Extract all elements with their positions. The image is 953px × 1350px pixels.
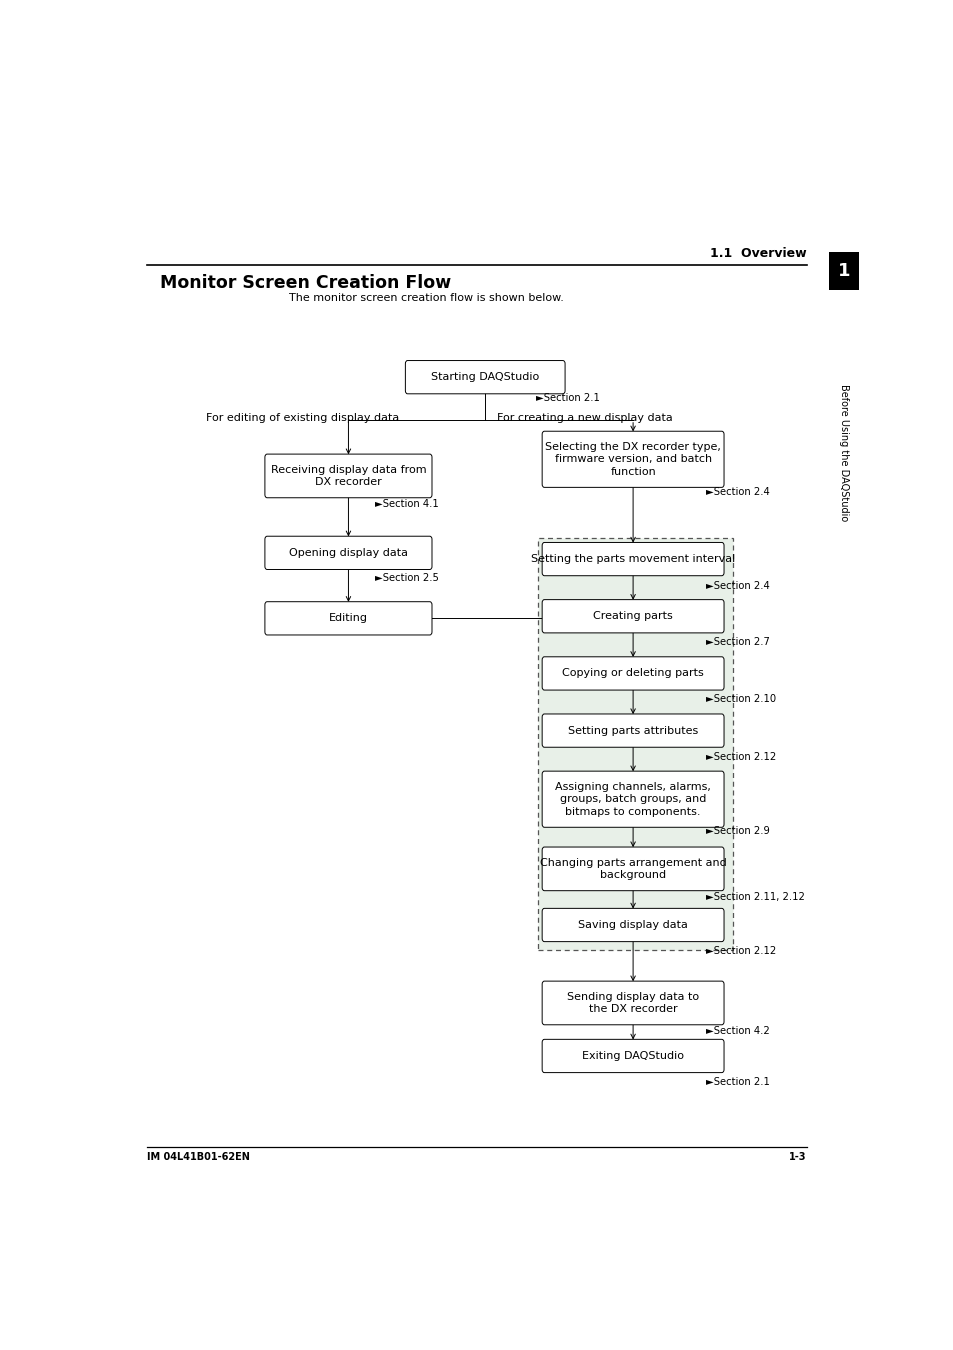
Bar	[828, 252, 858, 290]
Text: ►Section 2.10: ►Section 2.10	[705, 694, 775, 705]
Text: Assigning channels, alarms,
groups, batch groups, and
bitmaps to components.: Assigning channels, alarms, groups, batc…	[555, 782, 710, 817]
Text: 1.1  Overview: 1.1 Overview	[709, 247, 806, 259]
Text: ►Section 2.4: ►Section 2.4	[705, 486, 768, 497]
Text: Copying or deleting parts: Copying or deleting parts	[561, 668, 703, 679]
Text: 1-3: 1-3	[788, 1152, 806, 1161]
FancyBboxPatch shape	[541, 543, 723, 575]
Text: Changing parts arrangement and
background: Changing parts arrangement and backgroun…	[539, 857, 726, 880]
Bar	[537, 539, 732, 950]
FancyBboxPatch shape	[541, 771, 723, 828]
FancyBboxPatch shape	[265, 602, 432, 634]
Text: Opening display data: Opening display data	[289, 548, 408, 558]
FancyBboxPatch shape	[541, 846, 723, 891]
FancyBboxPatch shape	[541, 909, 723, 942]
Text: Receiving display data from
DX recorder: Receiving display data from DX recorder	[271, 464, 426, 487]
Text: For creating a new display data: For creating a new display data	[497, 413, 672, 423]
Text: Saving display data: Saving display data	[578, 919, 687, 930]
Text: The monitor screen creation flow is shown below.: The monitor screen creation flow is show…	[289, 293, 563, 302]
Text: IM 04L41B01-62EN: IM 04L41B01-62EN	[147, 1152, 250, 1161]
Text: ►Section 2.9: ►Section 2.9	[705, 826, 769, 837]
Text: ►Section 2.4: ►Section 2.4	[705, 580, 768, 591]
FancyBboxPatch shape	[541, 657, 723, 690]
FancyBboxPatch shape	[541, 981, 723, 1025]
Text: ►Section 2.11, 2.12: ►Section 2.11, 2.12	[705, 892, 803, 902]
Text: Setting parts attributes: Setting parts attributes	[567, 725, 698, 736]
Text: ►Section 2.5: ►Section 2.5	[375, 572, 438, 583]
Text: ►Section 2.12: ►Section 2.12	[705, 946, 775, 956]
Text: Setting the parts movement interval: Setting the parts movement interval	[531, 554, 735, 564]
Text: 1: 1	[837, 262, 849, 281]
Text: Starting DAQStudio: Starting DAQStudio	[431, 373, 538, 382]
FancyBboxPatch shape	[541, 599, 723, 633]
FancyBboxPatch shape	[265, 536, 432, 570]
Text: ►Section 2.1: ►Section 2.1	[705, 1077, 769, 1087]
Text: Before Using the DAQStudio: Before Using the DAQStudio	[838, 385, 848, 521]
Text: Editing: Editing	[329, 613, 368, 624]
Text: Exiting DAQStudio: Exiting DAQStudio	[581, 1050, 683, 1061]
Text: For editing of existing display data: For editing of existing display data	[206, 413, 398, 423]
FancyBboxPatch shape	[265, 454, 432, 498]
Text: ►Section 4.1: ►Section 4.1	[375, 500, 438, 509]
Text: ►Section 2.7: ►Section 2.7	[705, 637, 769, 647]
FancyBboxPatch shape	[541, 714, 723, 748]
Text: ►Section 4.2: ►Section 4.2	[705, 1026, 768, 1035]
Text: ►Section 2.12: ►Section 2.12	[705, 752, 775, 761]
FancyBboxPatch shape	[541, 431, 723, 487]
Text: Creating parts: Creating parts	[593, 612, 672, 621]
Text: ►Section 2.1: ►Section 2.1	[536, 393, 599, 402]
FancyBboxPatch shape	[541, 1040, 723, 1073]
Text: Selecting the DX recorder type,
firmware version, and batch
function: Selecting the DX recorder type, firmware…	[544, 441, 720, 477]
FancyBboxPatch shape	[405, 360, 564, 394]
Text: Monitor Screen Creation Flow: Monitor Screen Creation Flow	[160, 274, 451, 292]
Text: Sending display data to
the DX recorder: Sending display data to the DX recorder	[566, 992, 699, 1014]
